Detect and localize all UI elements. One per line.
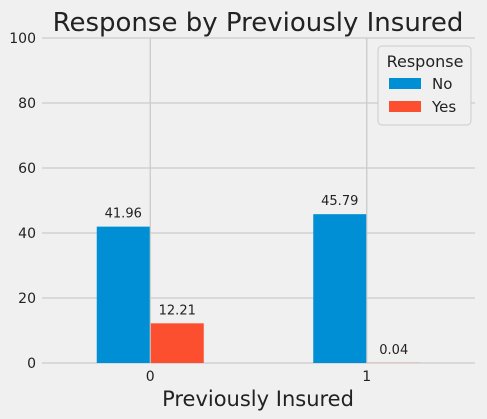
y-tick-label: 80 bbox=[18, 96, 36, 112]
data-label: 41.96 bbox=[105, 207, 142, 222]
legend-swatch-yes bbox=[389, 101, 421, 112]
y-tick-label: 40 bbox=[18, 226, 36, 242]
y-tick-label: 100 bbox=[9, 31, 36, 47]
legend-items: No Yes bbox=[389, 75, 456, 116]
bar-no-0 bbox=[96, 226, 150, 363]
y-tick-labels: 0 20 40 60 80 100 bbox=[9, 31, 36, 372]
x-axis-label: Previously Insured bbox=[162, 387, 354, 411]
data-label: 12.21 bbox=[159, 303, 196, 318]
bar-yes-0 bbox=[150, 323, 204, 363]
y-tick-label: 0 bbox=[27, 356, 36, 372]
legend-label-yes: Yes bbox=[431, 98, 456, 116]
bars bbox=[96, 214, 421, 363]
chart-title: Response by Previously Insured bbox=[53, 8, 464, 38]
y-tick-label: 60 bbox=[18, 161, 36, 177]
data-label: 45.79 bbox=[321, 194, 358, 209]
y-tick-label: 20 bbox=[18, 291, 36, 307]
legend-label-no: No bbox=[432, 75, 452, 93]
data-label: 0.04 bbox=[379, 343, 408, 358]
bar-no-1 bbox=[313, 214, 367, 363]
legend: Response No Yes bbox=[377, 45, 472, 126]
x-tick-label: 0 bbox=[146, 369, 155, 385]
legend-swatch-no bbox=[389, 78, 421, 89]
data-labels: 41.96 45.79 12.21 0.04 bbox=[105, 194, 409, 358]
legend-title: Response bbox=[387, 52, 464, 71]
x-tick-label: 1 bbox=[362, 369, 371, 385]
